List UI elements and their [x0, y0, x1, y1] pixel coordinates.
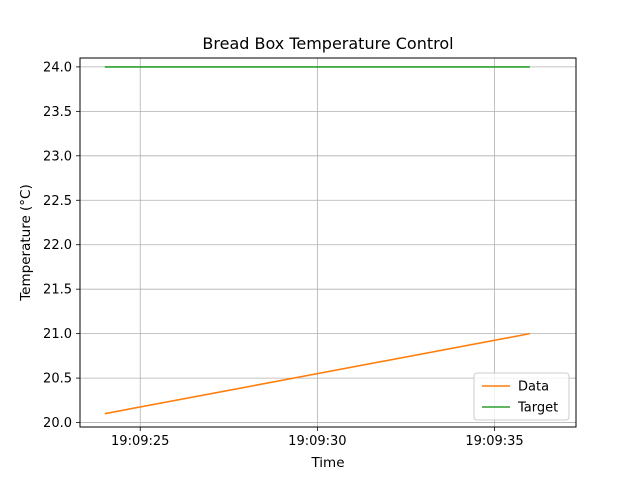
- x-tick-label: 19:09:30: [288, 434, 346, 449]
- y-tick-label: 24.0: [43, 60, 72, 75]
- y-tick-label: 23.0: [43, 149, 72, 164]
- y-tick-label: 23.5: [43, 105, 72, 120]
- y-axis-label: Temperature (°C): [18, 184, 34, 302]
- y-tick-label: 21.0: [43, 327, 72, 342]
- axis-ticks: 19:09:25 19:09:30 19:09:35 20.0 20.5 21.0 21.5…: [43, 60, 524, 449]
- legend-label-data: Data: [518, 380, 549, 395]
- series-lines: [104, 66, 531, 415]
- legend-box: [473, 372, 570, 421]
- x-tick-label: 19:09:35: [465, 434, 523, 449]
- series-line-data: [104, 332, 531, 415]
- y-tick-label: 20.0: [43, 416, 72, 431]
- x-axis-label: Time: [310, 455, 344, 471]
- y-tick-label: 20.5: [43, 372, 72, 387]
- legend: Data Target: [473, 372, 570, 421]
- plot-area-frame: [79, 57, 577, 428]
- y-tick-label: 22.0: [43, 238, 72, 253]
- x-tick-label: 19:09:25: [111, 434, 169, 449]
- legend-label-target: Target: [517, 401, 558, 416]
- y-tick-label: 21.5: [43, 283, 72, 298]
- chart-title: Bread Box Temperature Control: [202, 34, 453, 53]
- y-tick-label: 22.5: [43, 194, 72, 209]
